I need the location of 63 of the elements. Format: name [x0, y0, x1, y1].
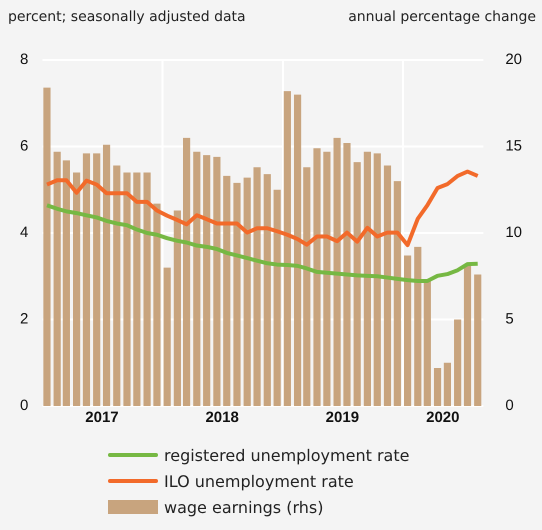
bar	[414, 246, 422, 406]
y-tick-label: 8	[20, 51, 28, 68]
x-tick-label: 2020	[426, 409, 460, 426]
bar	[454, 320, 462, 406]
bar	[72, 172, 80, 406]
bar	[174, 210, 181, 406]
bar	[244, 178, 251, 406]
y2-axis-title: annual percentage change	[348, 9, 536, 25]
bar	[394, 181, 401, 406]
bar	[233, 182, 241, 406]
bar	[474, 274, 482, 406]
bar	[354, 162, 361, 406]
bar	[193, 152, 200, 406]
bar	[102, 144, 110, 406]
bar	[434, 368, 442, 406]
bar	[164, 268, 171, 406]
legend-label: registered unemployment rate	[164, 446, 410, 464]
y-axis-title: percent; seasonally adjusted data	[8, 9, 246, 25]
bar	[203, 155, 210, 406]
bar	[323, 152, 330, 406]
y2-tick-label: 0	[505, 397, 514, 414]
bar	[404, 255, 412, 406]
x-tick-label: 2019	[326, 409, 360, 426]
bar	[364, 152, 371, 406]
bar	[133, 172, 140, 406]
bar	[54, 152, 61, 406]
bar	[62, 160, 70, 406]
bar	[313, 148, 321, 406]
bar	[303, 167, 310, 406]
bar	[123, 172, 131, 406]
bar	[274, 190, 281, 406]
bar	[333, 138, 341, 406]
bar	[384, 166, 392, 406]
bar	[343, 143, 351, 406]
bar	[294, 94, 302, 406]
bar	[153, 204, 161, 406]
bar	[284, 91, 291, 406]
y2-tick-label: 20	[505, 51, 522, 68]
bar	[464, 266, 472, 406]
bar	[253, 167, 261, 406]
bar	[213, 156, 220, 406]
y-tick-label: 4	[20, 224, 28, 242]
bar	[113, 166, 120, 406]
x-tick-label: 2018	[205, 409, 239, 426]
bar	[93, 153, 100, 406]
bar	[264, 174, 271, 406]
y-tick-label: 2	[20, 310, 28, 328]
bar	[444, 362, 452, 406]
bar	[182, 138, 190, 406]
legend-label: ILO unemployment rate	[164, 472, 354, 490]
bar	[374, 153, 381, 406]
y2-tick-label: 5	[505, 310, 514, 328]
y-tick-label: 0	[20, 397, 28, 414]
bar	[82, 153, 90, 406]
bar	[223, 176, 230, 406]
y-tick-label: 6	[20, 138, 28, 155]
y2-tick-label: 15	[505, 138, 522, 155]
bar	[143, 172, 151, 406]
bar	[424, 281, 431, 406]
y2-tick-label: 10	[505, 224, 522, 242]
x-tick-label: 2017	[85, 409, 119, 426]
bar	[43, 88, 51, 406]
legend-label: wage earnings (rhs)	[164, 498, 324, 516]
